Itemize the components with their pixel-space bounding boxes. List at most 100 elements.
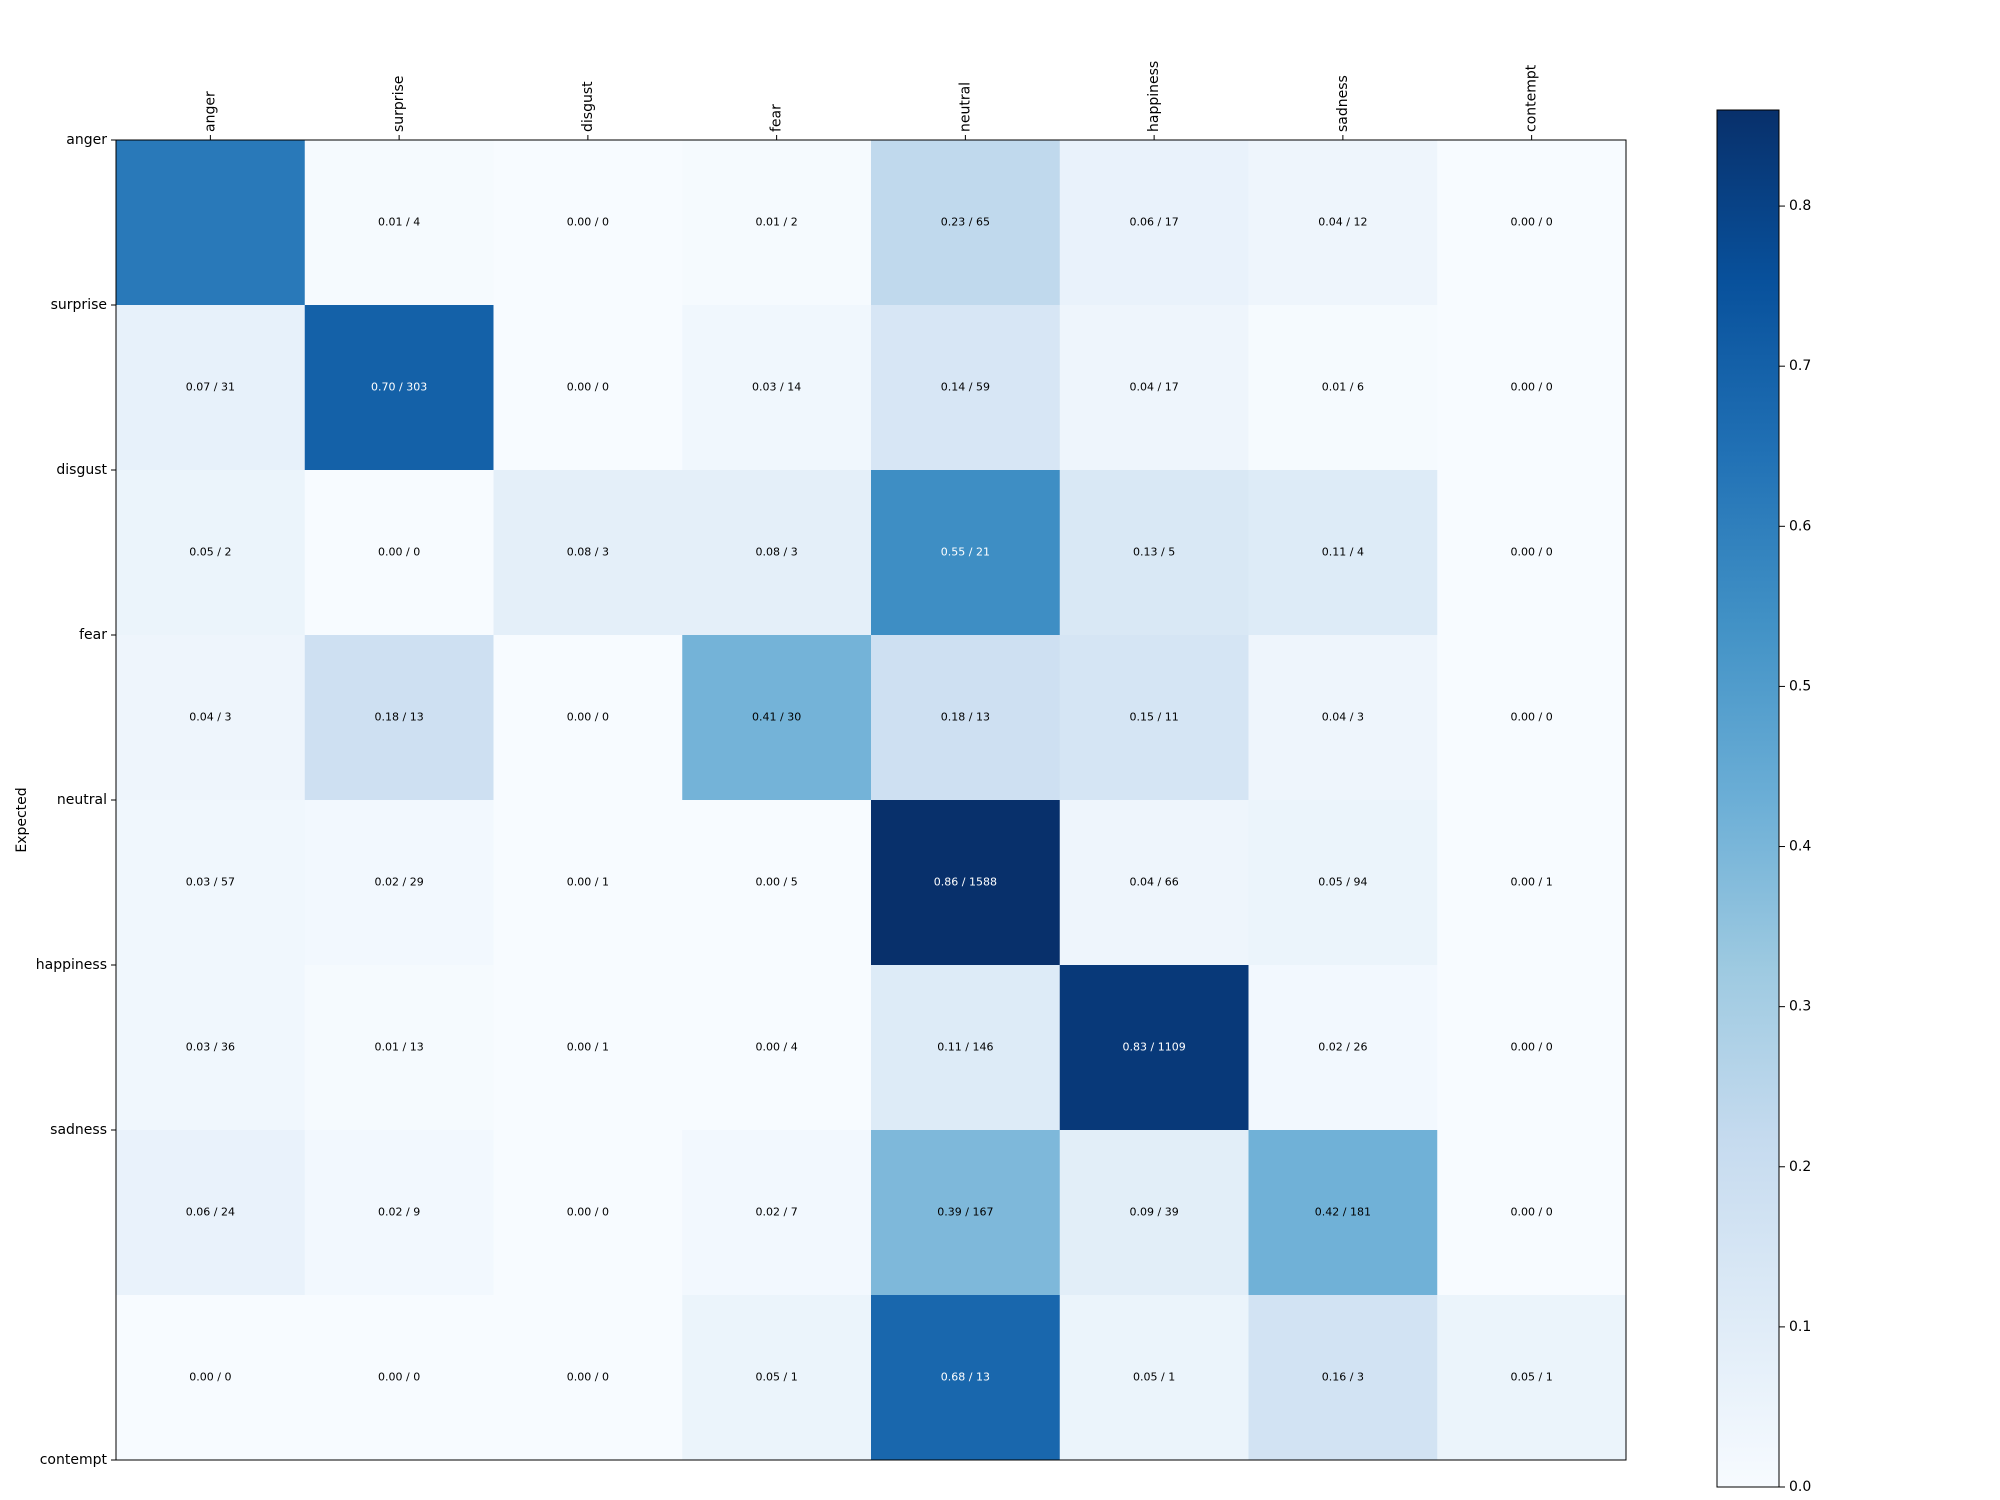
heatmap-cell [493,1130,683,1296]
heatmap-cell [682,1295,872,1461]
heatmap-cell-label: 0.04 / 17 [1130,381,1179,394]
heatmap-cell-label: 0.02 / 26 [1318,1041,1367,1054]
heatmap-cell-label: 0.05 / 2 [189,546,231,559]
colorbar-tick-label: 0.5 [1789,678,1811,694]
colorbar: 0.0 0.1 0.2 0.3 0.4 0.5 0.6 0.7 0.8 [1716,109,1811,1495]
heatmap-cell-label: 0.04 / 3 [189,711,231,724]
heatmap-cell-label: 0.00 / 1 [567,876,609,889]
y-tick-label: sadness [50,1122,107,1138]
heatmap-cell-label: 0.55 / 21 [941,546,990,559]
heatmap-cell-label: 0.03 / 14 [752,381,801,394]
heatmap-cell [682,800,872,966]
heatmap-cell [1437,965,1627,1131]
colorbar-tick-label: 0.3 [1789,999,1811,1015]
heatmap-cell-label: 0.05 / 1 [1133,1371,1175,1384]
heatmap-cell [1437,140,1627,306]
heatmap-cell [116,965,306,1131]
heatmap-cell [116,800,306,966]
y-tick-label: surprise [51,297,107,313]
heatmap-cell-label: 0.00 / 0 [1511,1041,1553,1054]
heatmap-cell-label: 0.01 / 13 [375,1041,424,1054]
heatmap-cell [116,140,306,306]
heatmap-cell [682,1130,872,1296]
heatmap-cell-label: 0.05 / 1 [1511,1371,1553,1384]
heatmap-cell-label: 0.00 / 0 [1511,711,1553,724]
heatmap-cell-label: 0.00 / 0 [378,546,420,559]
y-tick-label: disgust [56,462,107,478]
heatmap-cell-label: 0.00 / 0 [567,381,609,394]
y-tick-label: contempt [40,1452,108,1468]
heatmap-cell [116,305,306,471]
heatmap-cell [1059,305,1249,471]
heatmap-cell [493,1295,683,1461]
heatmap-cell [1059,800,1249,966]
heatmap-cell-label: 0.04 / 12 [1318,216,1367,229]
heatmap-cell-label: 0.00 / 0 [567,216,609,229]
heatmap-cell-label: 0.14 / 59 [941,381,990,394]
heatmap-cell-label: 0.00 / 1 [1511,876,1553,889]
heatmap-cell-label: 0.03 / 57 [186,876,235,889]
colorbar-gradient [1716,109,1780,1488]
heatmap-cell-label: 0.00 / 5 [756,876,798,889]
y-axis-label: Expected [14,787,30,852]
heatmap-cell [1437,1295,1627,1461]
heatmap-cell-label: 0.03 / 36 [186,1041,235,1054]
heatmap-cell [1437,470,1627,636]
heatmap-cell-label: 0.83 / 1109 [1123,1041,1186,1054]
heatmap-cell-label: 0.00 / 0 [1511,546,1553,559]
heatmap-cell [1248,140,1438,306]
heatmap-cell [1248,1130,1438,1296]
heatmap-cell [871,305,1061,471]
heatmap-cell-label: 0.08 / 3 [756,546,798,559]
heatmap-cell [682,305,872,471]
heatmap-cell [682,635,872,801]
heatmap-cell-label: 0.01 / 6 [1322,381,1364,394]
heatmap-cell [304,1295,494,1461]
heatmap-cell [493,800,683,966]
heatmap-cell [1437,635,1627,801]
heatmap-cell-label: 0.18 / 13 [941,711,990,724]
colorbar-tick-label: 0.6 [1789,518,1811,534]
heatmap-cell [871,470,1061,636]
y-tick-label: happiness [36,957,107,973]
heatmap-cell-label: 0.70 / 303 [371,381,427,394]
x-tick-label: disgust [580,81,596,132]
heatmap-cell [871,965,1061,1131]
heatmap-cell [1248,965,1438,1131]
heatmap-cell [304,305,494,471]
heatmap-cell-label: 0.16 / 3 [1322,1371,1364,1384]
heatmap-cell-label: 0.00 / 0 [567,711,609,724]
heatmap-cell [1059,965,1249,1131]
heatmap-cell-label: 0.00 / 0 [1511,381,1553,394]
heatmap-cell [871,1130,1061,1296]
x-tick-label: sadness [1335,75,1351,132]
heatmap-cell [304,800,494,966]
heatmap-cell-label: 0.01 / 4 [378,216,420,229]
heatmap-cell-label: 0.00 / 0 [567,1371,609,1384]
x-tick-label: surprise [391,76,407,132]
x-tick-labels: anger surprise disgust fear neutral happiness… [202,61,1540,140]
heatmap-cell-label: 0.01 / 2 [756,216,798,229]
heatmap-cell [1437,800,1627,966]
heatmap-cell-label: 0.18 / 13 [375,711,424,724]
heatmap-cell-label: 0.04 / 3 [1322,711,1364,724]
heatmap-cell [116,470,306,636]
y-tick-labels: anger surprise disgust fear neutral happiness… [36,132,116,1468]
x-tick-label: anger [202,91,218,132]
heatmap-cell [304,140,494,306]
heatmap-cell-label: 0.00 / 0 [189,1371,231,1384]
heatmap-cell [1437,305,1627,471]
x-tick-label: happiness [1146,61,1162,132]
heatmap-cell-label: 0.00 / 4 [756,1041,798,1054]
heatmap-cell [1059,470,1249,636]
heatmap-cell [304,965,494,1131]
heatmap-cell-label: 0.00 / 0 [378,1371,420,1384]
heatmap-cell-label: 0.00 / 1 [567,1041,609,1054]
heatmap-cell-label: 0.06 / 24 [186,1206,235,1219]
heatmap-cell [493,635,683,801]
heatmap-cell [493,140,683,306]
colorbar-tick-label: 0.1 [1789,1319,1811,1335]
x-tick-label: neutral [957,82,973,132]
heatmap-cell [1248,635,1438,801]
heatmap-cell-label: 0.04 / 66 [1130,876,1179,889]
